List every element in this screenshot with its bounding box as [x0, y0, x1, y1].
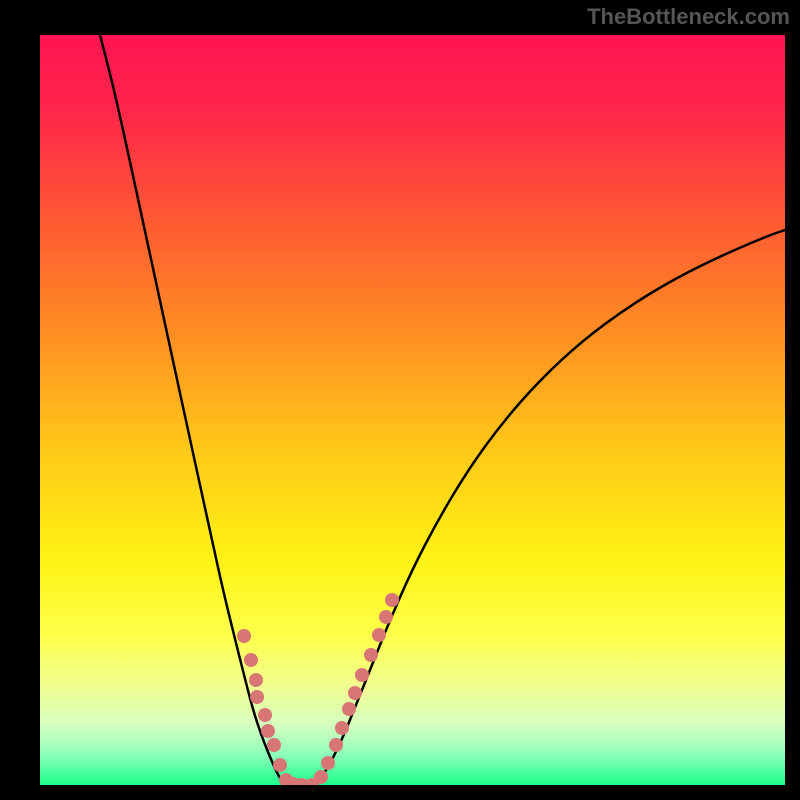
data-marker [379, 610, 393, 624]
data-marker [258, 708, 272, 722]
watermark-text: TheBottleneck.com [587, 4, 790, 30]
data-marker [355, 668, 369, 682]
data-marker [237, 629, 251, 643]
chart-svg [40, 35, 785, 785]
data-marker [372, 628, 386, 642]
data-marker [261, 724, 275, 738]
plot-area [40, 35, 785, 785]
chart-container: TheBottleneck.com [0, 0, 800, 800]
data-marker [267, 738, 281, 752]
data-marker [342, 702, 356, 716]
data-marker [385, 593, 399, 607]
data-marker [249, 673, 263, 687]
data-marker [329, 738, 343, 752]
data-marker [244, 653, 258, 667]
data-marker [348, 686, 362, 700]
data-marker [314, 770, 328, 784]
data-marker [250, 690, 264, 704]
data-marker [335, 721, 349, 735]
data-marker [273, 758, 287, 772]
data-marker [364, 648, 378, 662]
data-marker [321, 756, 335, 770]
